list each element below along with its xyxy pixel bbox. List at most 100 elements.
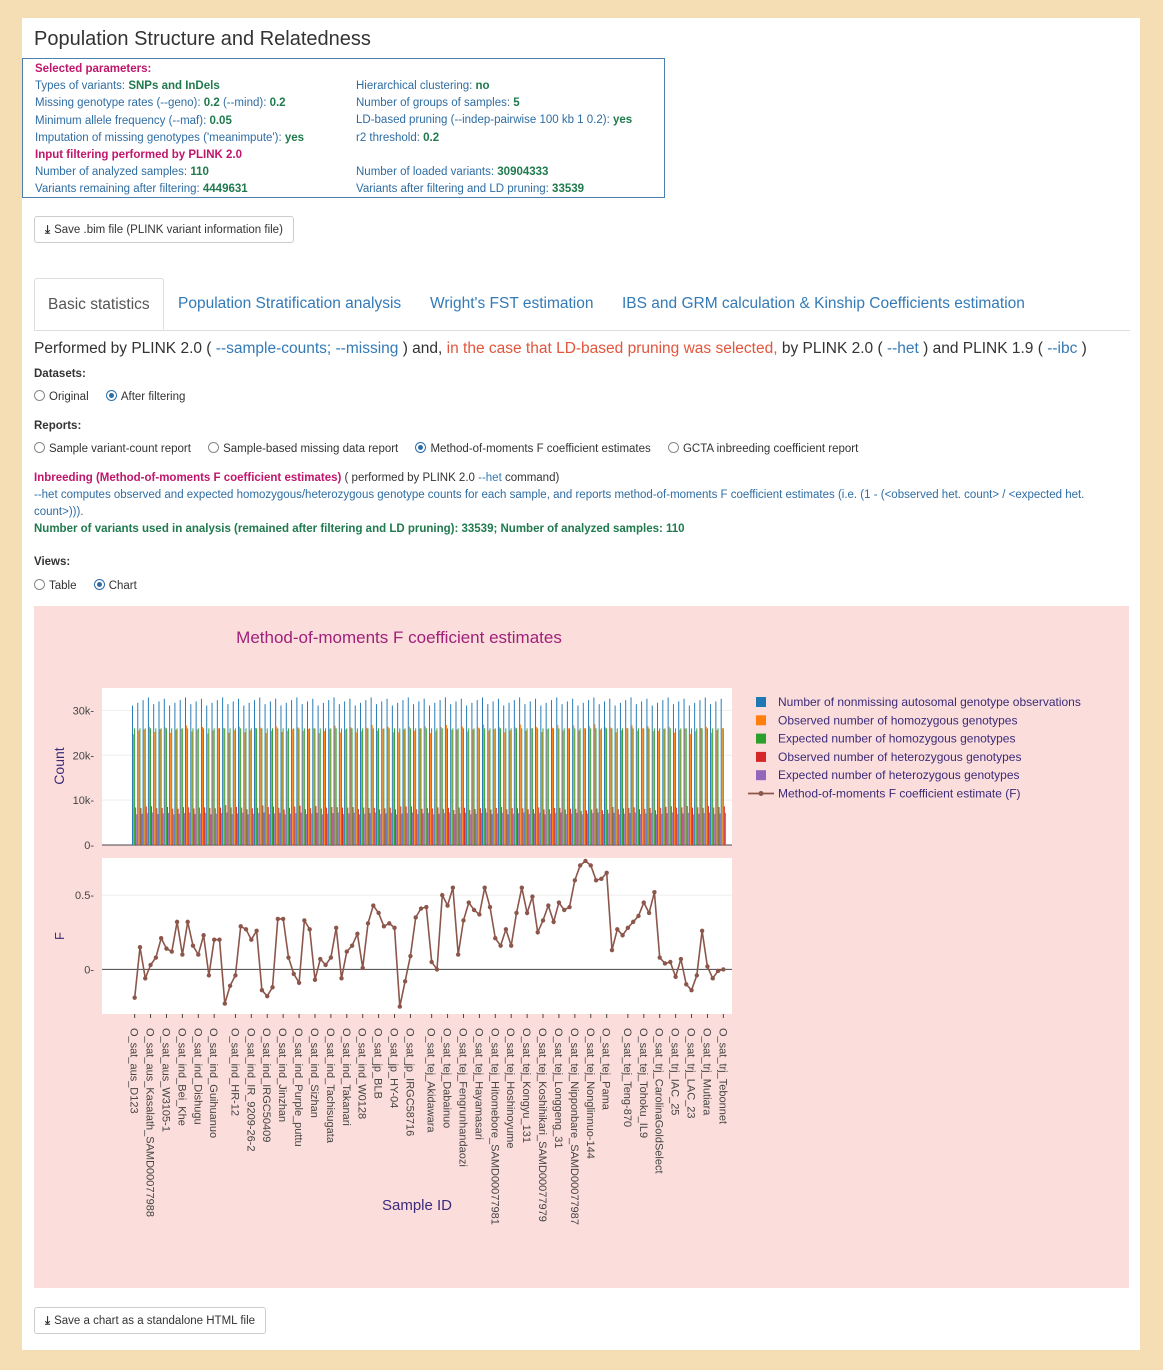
bar-nonmissing <box>619 702 621 845</box>
bar-nonmissing <box>206 705 208 845</box>
radio-sample-variant-count[interactable]: Sample variant-count report <box>34 442 191 455</box>
bar-nonmissing <box>604 701 605 845</box>
bar-nonmissing <box>291 700 293 845</box>
bar-nonmissing <box>720 698 722 845</box>
bar-expected-hom <box>553 728 555 845</box>
x-tick-label: O_sat_tej_Hitomebore_SAMD00077981 <box>488 1028 500 1225</box>
tab-wrights-fst[interactable]: Wright's FST estimation <box>430 295 594 312</box>
bar-nonmissing <box>662 700 664 845</box>
f-point <box>609 947 615 953</box>
x-tick-label: O_sat_tej_Tohoku_IL9 <box>637 1028 649 1138</box>
bar-observed-het <box>697 807 699 845</box>
top-ytick-label: 0- <box>84 840 94 852</box>
bar-expected-hom <box>478 728 480 845</box>
f-point <box>461 918 466 923</box>
het-command-link[interactable]: --het <box>478 472 502 484</box>
bar-observed-hom <box>684 728 686 845</box>
bar-expected-hom <box>203 728 205 845</box>
bar-nonmissing <box>630 697 632 845</box>
x-tick-label: O_sat_tej_Koshihikari_SAMD00077979 <box>536 1028 548 1222</box>
bar-observed-hom <box>700 727 702 845</box>
save-bim-button[interactable]: ⤓ Save .bim file (PLINK variant informati… <box>34 216 294 243</box>
bar-expected-het <box>465 812 467 845</box>
bar-nonmissing <box>508 702 510 845</box>
f-point <box>286 955 291 960</box>
ibc-link[interactable]: --ibc <box>1047 340 1078 357</box>
radio-after-filtering[interactable]: After filtering <box>105 390 185 403</box>
f-point <box>227 983 233 988</box>
bar-nonmissing <box>492 701 494 845</box>
x-tick-label: O_sat_jp_IRGC58716 <box>403 1028 415 1136</box>
sample-counts-link[interactable]: --sample-counts; --missing <box>215 340 399 357</box>
bar-observed-het <box>686 805 688 845</box>
bar-observed-het <box>639 809 640 845</box>
bar-nonmissing <box>635 704 637 845</box>
bar-observed-het <box>585 810 587 845</box>
f-point <box>641 900 646 905</box>
bar-observed-hom <box>154 731 156 845</box>
bar-expected-het <box>173 814 175 845</box>
bar-observed-hom <box>270 730 272 845</box>
tab-basic-statistics[interactable]: Basic statistics <box>34 278 164 330</box>
bar-expected-hom <box>606 728 608 845</box>
bar-observed-het <box>267 807 269 845</box>
x-tick-label: O_sat_tej_Nipponbare_SAMD00077987 <box>568 1028 580 1225</box>
bar-observed-hom <box>202 727 203 845</box>
bar-nonmissing <box>386 698 388 845</box>
f-point <box>408 953 413 959</box>
bar-observed-hom <box>456 729 458 845</box>
bar-nonmissing <box>195 701 197 845</box>
bar-observed-hom <box>705 726 707 845</box>
radio-original[interactable]: Original <box>34 390 89 403</box>
bar-expected-hom <box>144 728 146 845</box>
bar-observed-het <box>723 806 725 845</box>
bar-expected-het <box>433 814 435 845</box>
bar-observed-het <box>654 810 656 845</box>
x-tick-label: O_sat_ind_Takanari <box>340 1028 352 1126</box>
f-point <box>270 985 275 990</box>
bar-expected-hom <box>489 728 491 845</box>
radio-missing-data[interactable]: Sample-based missing data report <box>208 442 398 455</box>
f-coefficient-chart: Method-of-moments F coefficient estimate… <box>51 628 1081 1225</box>
bar-expected-hom <box>653 728 655 845</box>
f-point <box>318 956 323 962</box>
bar-expected-het <box>666 813 668 845</box>
radio-chart[interactable]: Chart <box>93 579 137 592</box>
legend-label: Observed number of homozygous genotypes <box>778 713 1017 727</box>
bar-observed-hom <box>260 727 262 845</box>
bar-expected-hom <box>181 728 183 845</box>
f-point <box>344 949 349 954</box>
f-point <box>259 988 265 993</box>
bar-expected-hom <box>473 728 475 845</box>
f-point <box>275 916 281 922</box>
bar-observed-hom <box>610 727 612 845</box>
bar-observed-hom <box>329 728 331 845</box>
bar-nonmissing <box>407 697 409 845</box>
bar-observed-het <box>548 809 550 845</box>
bar-observed-hom <box>265 733 267 845</box>
bar-nonmissing <box>243 705 245 845</box>
bar-observed-hom <box>536 726 538 845</box>
het-link[interactable]: --het <box>886 340 919 357</box>
bar-nonmissing <box>577 705 579 845</box>
x-tick-label: O_sat_ind_Jinzhan <box>276 1028 288 1122</box>
radio-table[interactable]: Table <box>34 579 77 592</box>
tab-ibs-grm[interactable]: IBS and GRM calculation & Kinship Coeffi… <box>622 295 1025 312</box>
bar-observed-het <box>511 808 513 845</box>
save-chart-button[interactable]: ⤓ Save a chart as a standalone HTML file <box>34 1307 267 1334</box>
x-tick-label: O_sat_ind_W0128 <box>356 1028 368 1119</box>
bar-expected-het <box>268 814 270 845</box>
bar-observed-het <box>591 809 593 845</box>
f-point <box>551 919 556 925</box>
bar-expected-hom <box>584 728 586 845</box>
tab-population-stratification[interactable]: Population Stratification analysis <box>178 295 402 312</box>
bar-observed-hom <box>387 726 389 845</box>
bar-expected-hom <box>510 728 512 845</box>
radio-gcta-inbreeding[interactable]: GCTA inbreeding coefficient report <box>667 442 858 455</box>
x-tick-label: O_sat_aus_D123 <box>128 1028 140 1114</box>
bar-expected-hom <box>563 728 565 845</box>
bar-expected-hom <box>298 728 300 845</box>
radio-f-coefficient[interactable]: Method-of-moments F coefficient estimate… <box>415 442 651 455</box>
bar-observed-het <box>596 808 598 845</box>
bar-observed-het <box>357 809 359 845</box>
